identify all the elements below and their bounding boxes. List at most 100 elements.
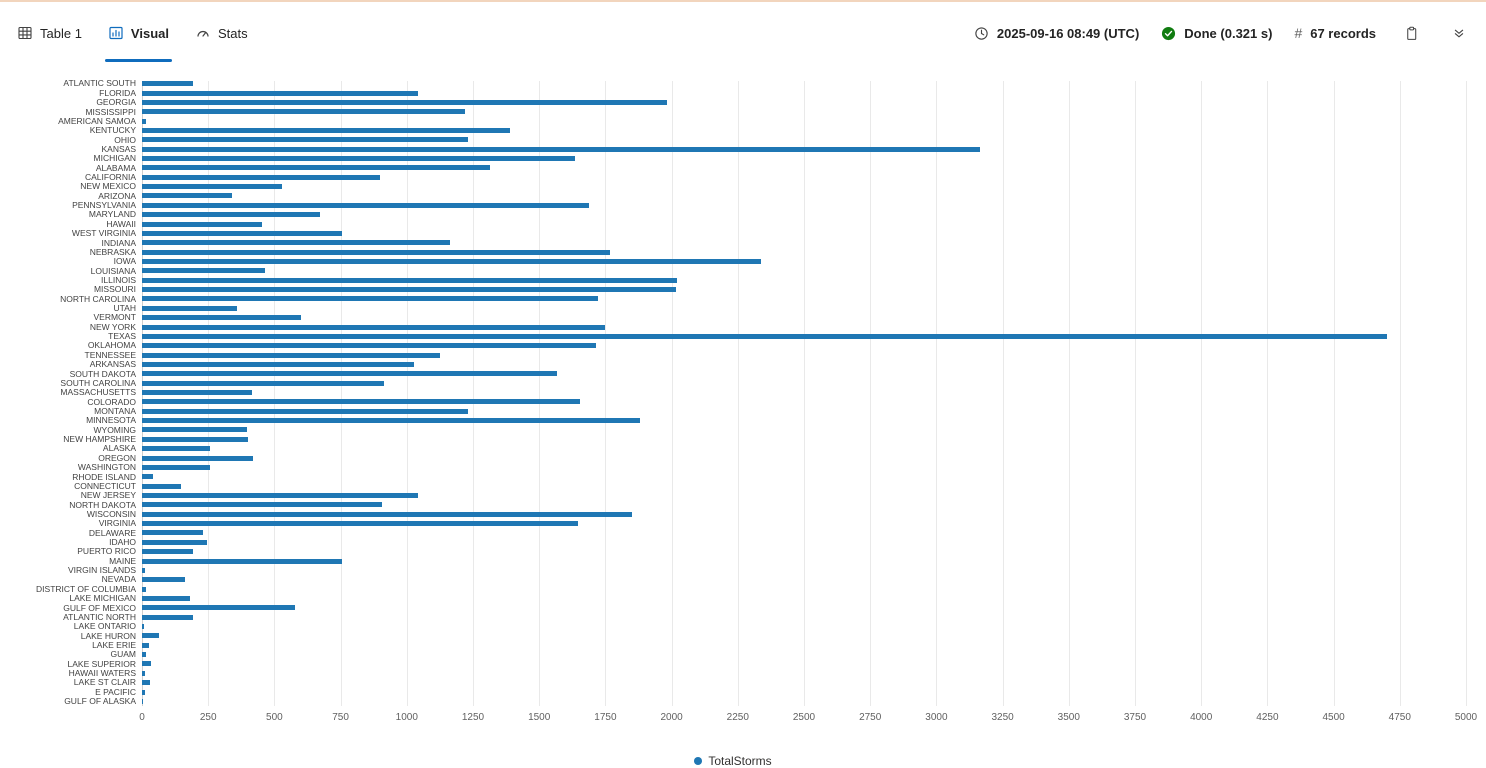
- bar[interactable]: [142, 352, 440, 358]
- bar[interactable]: [142, 418, 641, 424]
- bar[interactable]: [142, 259, 761, 264]
- tab-stats[interactable]: Stats: [192, 2, 251, 64]
- bar[interactable]: [142, 492, 419, 498]
- bar-track: [142, 687, 1466, 696]
- bar[interactable]: [142, 109, 465, 115]
- bar[interactable]: [142, 343, 597, 349]
- bar[interactable]: [142, 184, 282, 190]
- bar-row: LAKE HURON: [0, 631, 1466, 640]
- bar[interactable]: [142, 586, 147, 592]
- bar[interactable]: [142, 380, 385, 386]
- bar[interactable]: [142, 436, 248, 442]
- bar[interactable]: [142, 408, 468, 414]
- bar[interactable]: [142, 511, 632, 517]
- bar[interactable]: [142, 249, 610, 255]
- bar[interactable]: [142, 483, 182, 489]
- category-label: MARYLAND: [88, 210, 136, 219]
- bar[interactable]: [142, 633, 159, 639]
- bar[interactable]: [142, 680, 151, 686]
- bar[interactable]: [142, 595, 191, 601]
- bar[interactable]: [142, 221, 263, 227]
- bar[interactable]: [142, 390, 253, 396]
- bar[interactable]: [142, 614, 194, 620]
- bar[interactable]: [142, 81, 194, 87]
- bar-track: [142, 201, 1466, 210]
- bar[interactable]: [142, 165, 491, 171]
- bar-track: [142, 407, 1466, 416]
- tab-label: Stats: [217, 25, 248, 41]
- bar[interactable]: [142, 156, 576, 162]
- bar[interactable]: [142, 502, 382, 508]
- bar[interactable]: [142, 577, 185, 583]
- bar[interactable]: [142, 230, 343, 236]
- bar[interactable]: [142, 146, 981, 152]
- bar[interactable]: [142, 521, 579, 527]
- category-label: IOWA: [113, 257, 136, 266]
- collapse-results-button[interactable]: [1446, 20, 1472, 46]
- bar[interactable]: [142, 558, 343, 564]
- bar-row: NEVADA: [0, 575, 1466, 584]
- bar[interactable]: [142, 240, 451, 246]
- bar[interactable]: [142, 642, 150, 648]
- category-label: MICHIGAN: [93, 154, 137, 163]
- chart-legend[interactable]: TotalStorms: [0, 754, 1466, 768]
- category-label: FLORIDA: [99, 88, 136, 98]
- bar[interactable]: [142, 549, 193, 555]
- tab-visual[interactable]: Visual: [104, 2, 173, 64]
- bar[interactable]: [142, 652, 146, 658]
- bar[interactable]: [142, 399, 580, 405]
- bar[interactable]: [142, 99, 668, 105]
- bar[interactable]: [142, 193, 233, 199]
- copy-button[interactable]: [1398, 20, 1424, 46]
- bar[interactable]: [142, 371, 557, 377]
- bar[interactable]: [142, 315, 301, 321]
- legend-label: TotalStorms: [708, 754, 772, 768]
- bar[interactable]: [142, 90, 418, 96]
- bar[interactable]: [142, 661, 151, 667]
- bar[interactable]: [142, 530, 203, 536]
- bar[interactable]: [142, 670, 145, 676]
- success-check-icon: [1161, 26, 1176, 41]
- bar-row: UTAH: [0, 304, 1466, 313]
- bar-track: [142, 369, 1466, 378]
- bar[interactable]: [142, 127, 511, 133]
- bar[interactable]: [142, 361, 415, 367]
- bar[interactable]: [142, 698, 144, 704]
- tab-table1[interactable]: Table 1: [14, 2, 85, 64]
- bar[interactable]: [142, 118, 147, 124]
- bar[interactable]: [142, 287, 676, 293]
- bar[interactable]: [142, 296, 598, 302]
- bar[interactable]: [142, 324, 606, 330]
- bar-track: [142, 650, 1466, 659]
- bar[interactable]: [142, 689, 145, 695]
- bar-row: KANSAS: [0, 145, 1466, 154]
- bar[interactable]: [142, 137, 469, 143]
- bar[interactable]: [142, 567, 146, 573]
- bar[interactable]: [142, 474, 153, 480]
- bar[interactable]: [142, 174, 380, 180]
- bar[interactable]: [142, 202, 589, 208]
- category-label: LAKE ERIE: [92, 640, 136, 650]
- bar[interactable]: [142, 605, 295, 611]
- bar[interactable]: [142, 455, 254, 461]
- bar[interactable]: [142, 212, 320, 218]
- bar[interactable]: [142, 446, 211, 452]
- bar[interactable]: [142, 624, 145, 630]
- bar-track: [142, 350, 1466, 359]
- timestamp-text: 2025-09-16 08:49 (UTC): [996, 25, 1140, 41]
- bar[interactable]: [142, 305, 237, 311]
- category-label: ATLANTIC SOUTH: [63, 79, 136, 88]
- bar[interactable]: [142, 268, 265, 274]
- bar[interactable]: [142, 333, 1387, 339]
- bar-track: [142, 416, 1466, 425]
- category-label: WYOMING: [93, 425, 137, 435]
- bar[interactable]: [142, 464, 211, 470]
- bar-row: AMERICAN SAMOA: [0, 116, 1466, 125]
- category-label: HAWAII WATERS: [68, 669, 136, 678]
- bar[interactable]: [142, 277, 678, 283]
- bar-row: SOUTH DAKOTA: [0, 369, 1466, 378]
- bar[interactable]: [142, 539, 208, 545]
- gridline: [870, 81, 872, 706]
- bar-track: [142, 154, 1466, 163]
- bar[interactable]: [142, 427, 247, 433]
